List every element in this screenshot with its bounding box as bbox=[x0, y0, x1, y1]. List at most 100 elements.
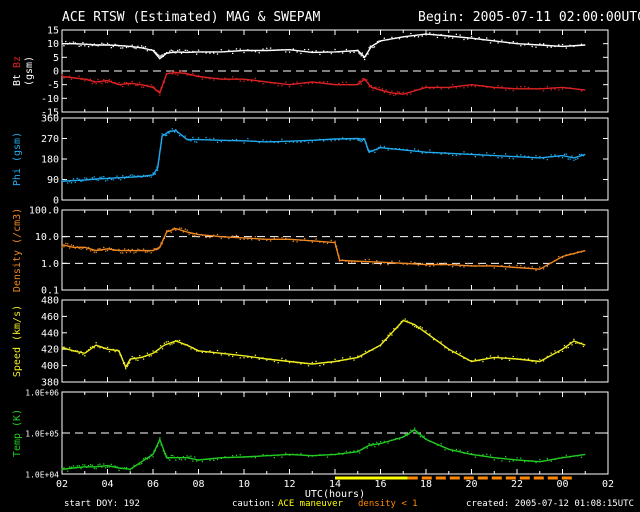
phi-point bbox=[156, 169, 159, 172]
temp-point bbox=[497, 457, 499, 460]
speed-point bbox=[353, 359, 355, 361]
bz-point bbox=[197, 74, 200, 77]
bz-point bbox=[273, 82, 276, 85]
ytick-label: -10 bbox=[41, 94, 59, 105]
density-point bbox=[70, 244, 73, 246]
speed-point bbox=[99, 347, 101, 349]
speed-point bbox=[489, 355, 492, 357]
density-point bbox=[474, 265, 476, 267]
temp-point bbox=[505, 455, 507, 458]
speed-point bbox=[561, 350, 564, 353]
speed-point bbox=[402, 319, 404, 322]
phi-point bbox=[178, 135, 181, 137]
bz-point bbox=[429, 87, 431, 90]
speed-point bbox=[127, 364, 129, 366]
bz-point bbox=[565, 87, 567, 89]
temp-point bbox=[269, 455, 272, 457]
temp-point bbox=[412, 429, 414, 432]
density-point bbox=[391, 260, 393, 262]
temp-point bbox=[99, 463, 101, 465]
xtick-label: 02 bbox=[602, 479, 614, 490]
speed-point bbox=[563, 344, 566, 347]
phi-point bbox=[164, 134, 167, 137]
bz-point bbox=[266, 81, 268, 83]
bt-point bbox=[99, 44, 101, 46]
phi-point bbox=[520, 154, 522, 156]
phi-point bbox=[70, 182, 73, 184]
temp-point bbox=[103, 463, 105, 465]
density-point bbox=[565, 254, 567, 256]
density-point bbox=[262, 238, 264, 240]
speed-point bbox=[408, 321, 410, 324]
density-point bbox=[170, 231, 172, 233]
bt-point bbox=[378, 40, 380, 42]
temp-point bbox=[436, 444, 439, 446]
density-point bbox=[155, 249, 158, 251]
bz-point bbox=[89, 78, 92, 80]
temp-point bbox=[554, 458, 556, 461]
phi-point bbox=[463, 151, 465, 153]
temp-point bbox=[63, 467, 65, 469]
phi-point bbox=[262, 139, 264, 141]
bz-point bbox=[186, 74, 188, 76]
speed-point bbox=[474, 358, 476, 360]
speed-point bbox=[169, 344, 171, 346]
bt-point bbox=[512, 41, 514, 43]
density-point bbox=[523, 266, 526, 268]
speed-point bbox=[213, 352, 215, 355]
temp-point bbox=[311, 455, 313, 457]
density-point bbox=[577, 251, 579, 253]
speed-point bbox=[146, 352, 149, 354]
density-point bbox=[141, 249, 143, 252]
chart-title: ACE RTSW (Estimated) MAG & SWEPAM bbox=[62, 10, 321, 25]
bz-point bbox=[162, 80, 164, 82]
temp-point bbox=[108, 466, 111, 468]
bz-point bbox=[379, 88, 382, 91]
speed-point bbox=[478, 359, 480, 362]
phi-point bbox=[361, 139, 363, 142]
speed-point bbox=[220, 354, 222, 356]
speed-point bbox=[326, 361, 329, 363]
speed-point bbox=[463, 357, 465, 359]
speed-point bbox=[125, 368, 127, 370]
density-point bbox=[161, 243, 163, 245]
speed-point bbox=[396, 326, 399, 329]
density-point bbox=[180, 227, 183, 229]
density-point bbox=[406, 263, 408, 266]
phi-point bbox=[161, 133, 163, 135]
speed-point bbox=[571, 344, 573, 346]
speed-point bbox=[385, 339, 387, 341]
phi-point bbox=[512, 158, 514, 160]
density-point bbox=[106, 249, 109, 252]
speed-point bbox=[196, 350, 198, 352]
bt-point bbox=[395, 37, 397, 39]
bt-point bbox=[155, 52, 158, 54]
bt-point bbox=[345, 48, 348, 51]
temp-point bbox=[169, 459, 171, 461]
bt-point bbox=[180, 52, 183, 54]
bz-point bbox=[527, 86, 530, 89]
bz-point bbox=[288, 86, 291, 88]
bz-point bbox=[358, 81, 360, 83]
speed-point bbox=[74, 350, 76, 352]
temp-point bbox=[527, 460, 530, 462]
density-point bbox=[512, 266, 514, 269]
bz-point bbox=[108, 79, 111, 81]
phi-point bbox=[367, 148, 369, 151]
bt-point bbox=[455, 33, 458, 35]
phi-point bbox=[131, 174, 133, 176]
phi-point bbox=[582, 155, 585, 157]
temp-point bbox=[292, 453, 294, 456]
ytick-label: -15 bbox=[41, 108, 59, 119]
speed-point bbox=[429, 333, 431, 335]
bt-point bbox=[68, 42, 71, 44]
density-point bbox=[175, 229, 177, 231]
temp-point bbox=[577, 455, 579, 457]
phi-point bbox=[158, 158, 160, 160]
bz-point bbox=[569, 87, 571, 89]
density-point bbox=[166, 230, 168, 232]
temp-point bbox=[467, 450, 469, 453]
bt-point bbox=[209, 52, 211, 54]
bt-point bbox=[194, 51, 196, 53]
bz-point bbox=[550, 89, 552, 91]
